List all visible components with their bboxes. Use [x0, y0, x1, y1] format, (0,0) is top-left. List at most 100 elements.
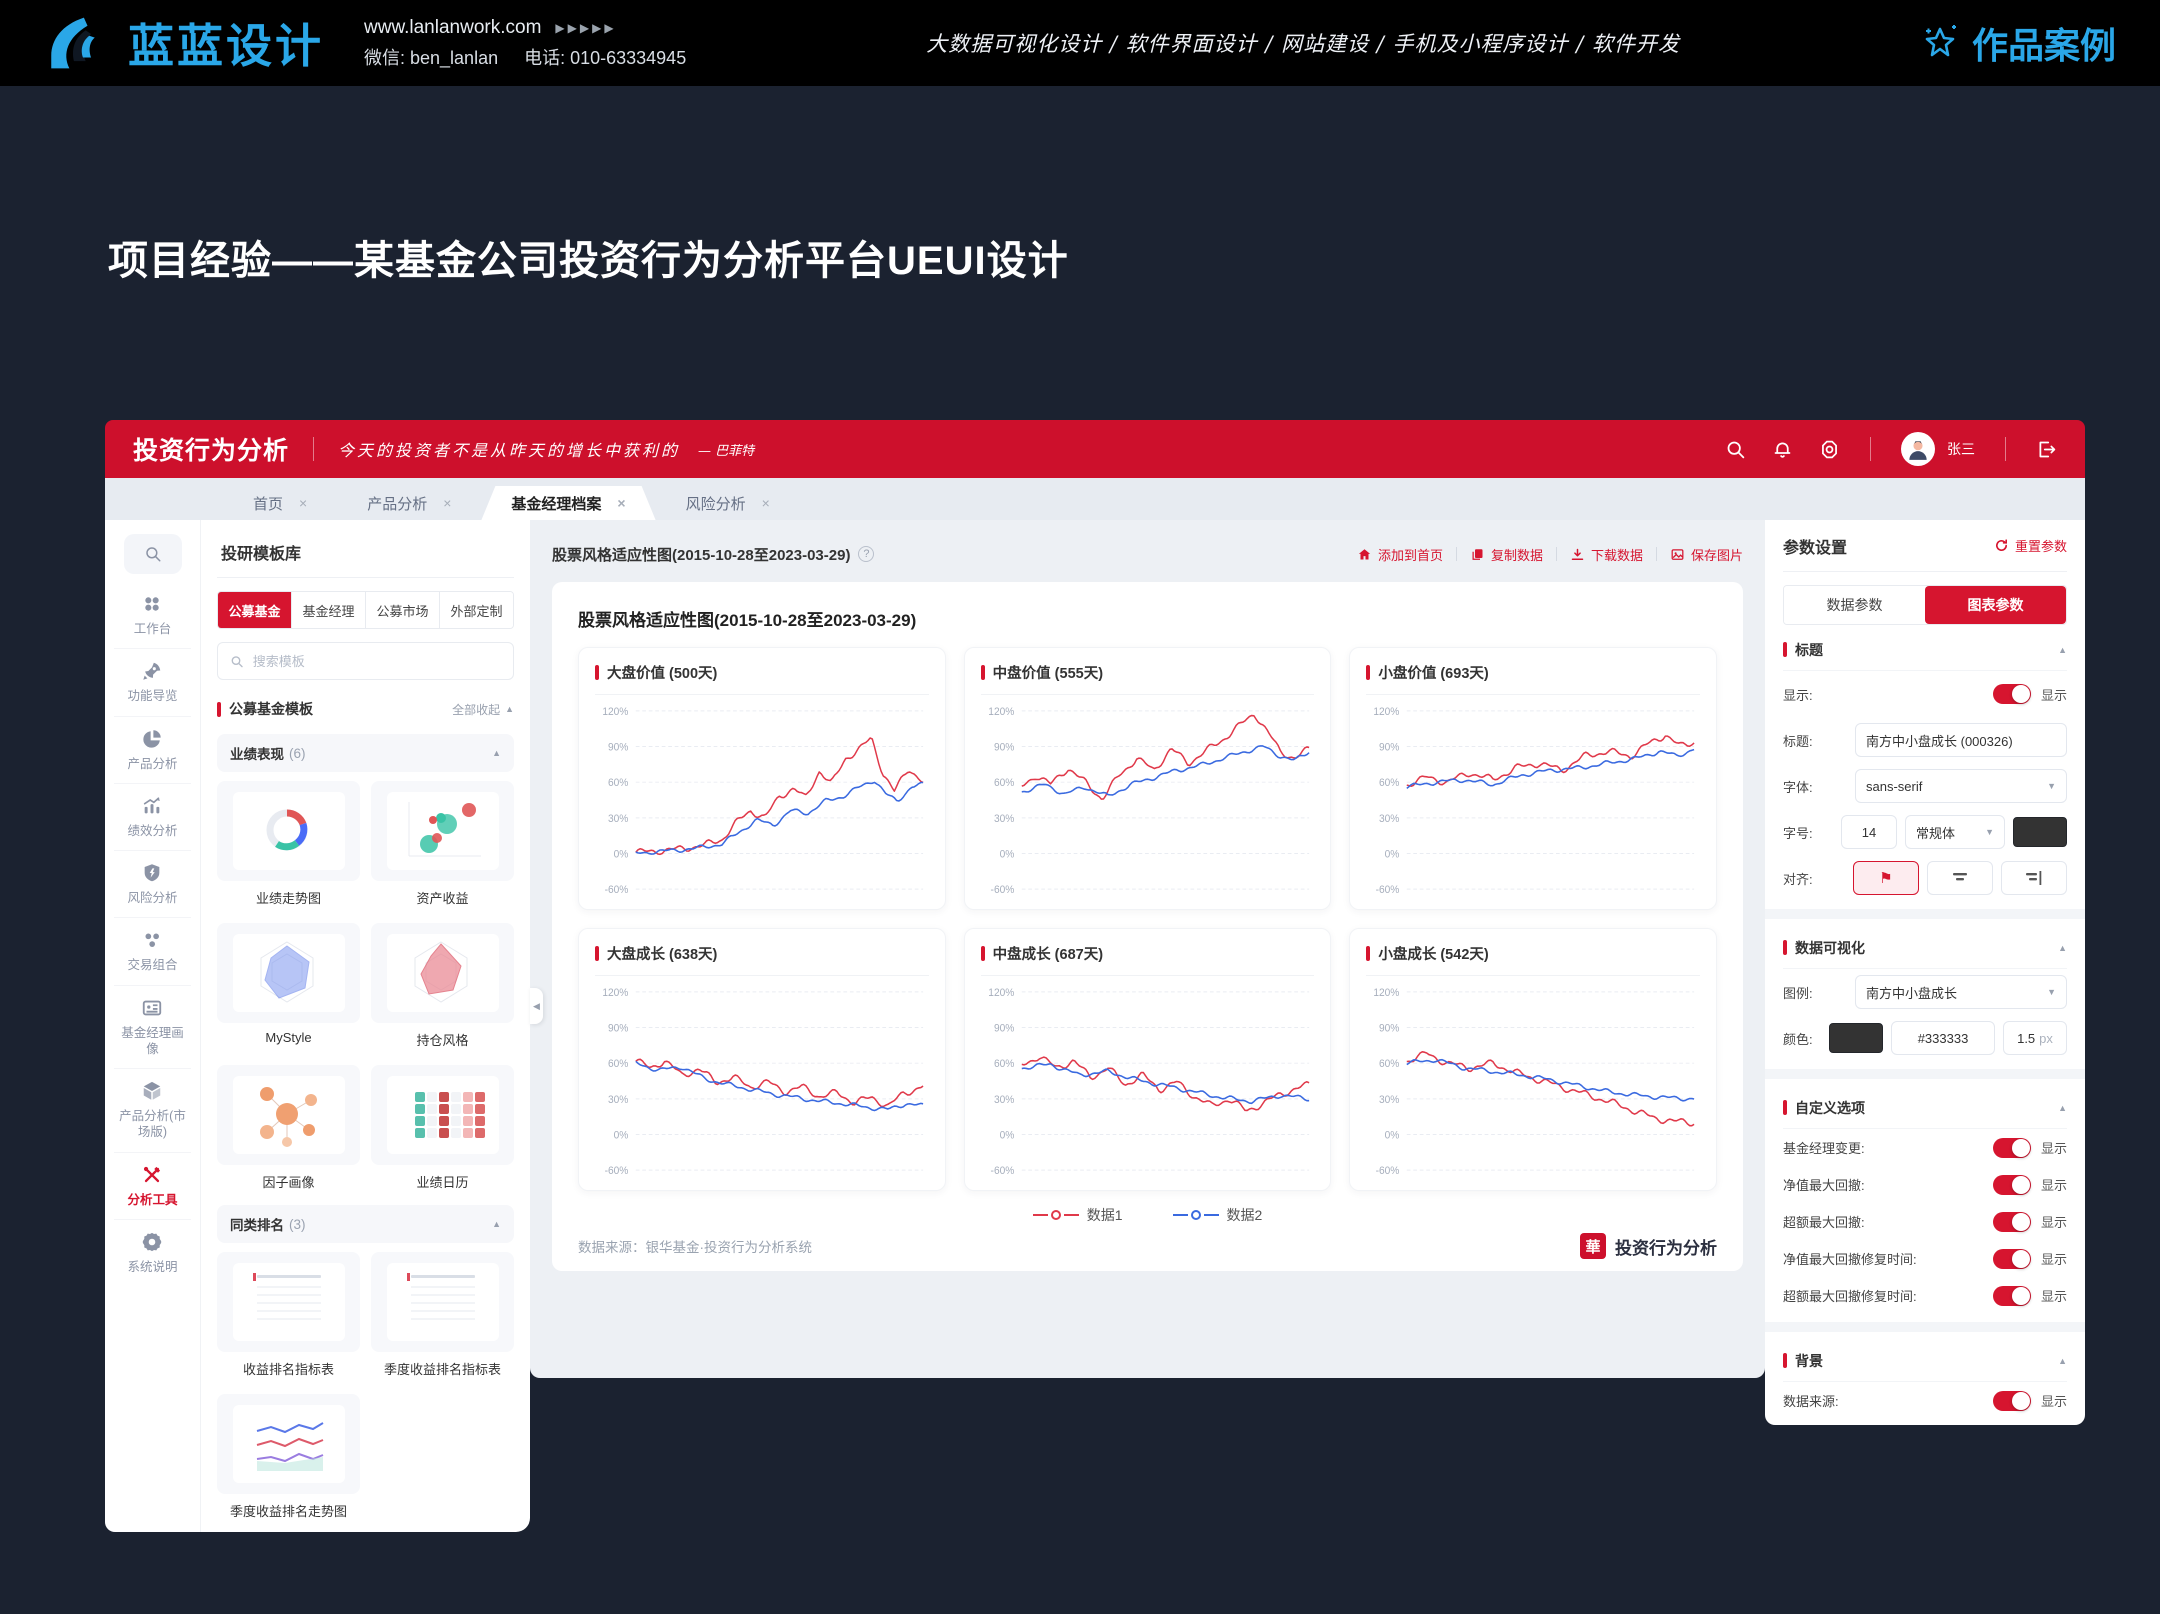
library-tab-外部定制[interactable]: 外部定制	[439, 592, 513, 628]
line-width-input[interactable]: 1.5 px	[2003, 1021, 2067, 1055]
tab-产品分析[interactable]: 产品分析 ×	[337, 486, 481, 520]
toggle-switch[interactable]	[1993, 1285, 2031, 1306]
params-section-数据可视化[interactable]: 数据可视化 ▲	[1783, 927, 2067, 969]
search-input[interactable]	[252, 653, 501, 669]
portfolio-link[interactable]: 作品案例	[1920, 17, 2116, 69]
template-thumb-业绩日历[interactable]: 业绩日历	[371, 1065, 514, 1196]
template-thumb-季度收益排名指标表[interactable]: 季度收益排名指标表	[371, 1252, 514, 1383]
font-weight-select[interactable]: 常规体 ▼	[1905, 815, 2005, 849]
reset-params-button[interactable]: 重置参数	[1994, 536, 2067, 555]
sidebar-item-分析工具[interactable]: 分析工具	[113, 1151, 192, 1219]
align-left-button[interactable]: ⚑	[1853, 861, 1919, 895]
template-thumb-资产收益[interactable]: 资产收益	[371, 781, 514, 912]
template-thumb-持仓风格[interactable]: 持仓风格	[371, 923, 514, 1054]
sidebar-item-工作台[interactable]: 工作台	[114, 582, 192, 648]
help-icon[interactable]: ?	[858, 546, 875, 562]
line-color-swatch[interactable]	[1829, 1023, 1883, 1053]
svg-text:90%: 90%	[608, 1022, 628, 1034]
mini-chart-header: 小盘成长 (542天)	[1366, 943, 1700, 964]
settings-gear-icon[interactable]	[1819, 439, 1840, 460]
text-input[interactable]	[1855, 723, 2067, 757]
action-复制数据[interactable]: 复制数据	[1470, 545, 1543, 564]
main-title: 股票风格适应性图(2015-10-28至2023-03-29)	[552, 546, 851, 564]
template-thumb-MyStyle[interactable]: MyStyle	[217, 923, 360, 1054]
sidebar-item-产品分析[interactable]: 产品分析	[113, 715, 192, 783]
divider	[980, 694, 1315, 695]
app-header-bar: 投资行为分析 今天的投资者不是从昨天的增长中获利的 — 巴菲特 张三	[105, 420, 2085, 478]
param-label: 颜色:	[1783, 1031, 1813, 1047]
tab-close-icon[interactable]: ×	[617, 495, 626, 511]
font-size-input[interactable]	[1841, 815, 1897, 849]
params-section-背景[interactable]: 背景 ▲	[1783, 1340, 2067, 1382]
mini-chart-title: 大盘成长 (638天)	[607, 947, 718, 963]
chevron-up-icon: ▲	[492, 748, 501, 758]
sidebar-item-产品分析(市场版)[interactable]: 产品分析(市场版)	[113, 1068, 192, 1152]
action-保存图片[interactable]: 保存图片	[1670, 545, 1743, 564]
tab-基金经理档案[interactable]: 基金经理档案 ×	[481, 486, 655, 520]
sidebar-item-交易组合[interactable]: 交易组合	[113, 917, 192, 984]
select-dropdown[interactable]: 南方中小盘成长 ▼	[1855, 975, 2067, 1009]
color-hex-input[interactable]	[1891, 1021, 1995, 1055]
chevron-down-icon: ▼	[2047, 781, 2056, 791]
sidebar-item-基金经理画像[interactable]: 基金经理画像	[113, 984, 192, 1069]
chevron-up-icon: ▲	[2058, 1102, 2067, 1113]
toggle-switch[interactable]	[1993, 1390, 2031, 1411]
params-tab-数据参数[interactable]: 数据参数	[1784, 586, 1925, 624]
align-right-button[interactable]	[2001, 861, 2067, 895]
shield-icon	[141, 862, 163, 884]
toggle-switch[interactable]	[1993, 1211, 2031, 1232]
toggle-switch[interactable]	[1993, 1137, 2031, 1158]
brand-contact-info: www.lanlanwork.com ▶▶▶▶▶ 微信: ben_lanlan …	[364, 17, 686, 70]
brand-url[interactable]: www.lanlanwork.com	[364, 16, 542, 38]
sidebar-item-功能导览[interactable]: 功能导览	[113, 648, 192, 715]
collapse-all-button[interactable]: 全部收起 ▲	[452, 702, 514, 717]
tab-close-icon[interactable]: ×	[299, 495, 308, 511]
library-tab-基金经理[interactable]: 基金经理	[291, 592, 365, 628]
tab-label: 产品分析	[367, 495, 428, 513]
template-thumb-因子画像[interactable]: 因子画像	[217, 1065, 360, 1196]
toggle-switch[interactable]	[1993, 1248, 2031, 1269]
svg-text:0%: 0%	[1385, 1129, 1400, 1141]
template-thumb-业绩走势图[interactable]: 业绩走势图	[217, 781, 360, 912]
mini-chart-header: 中盘价值 (555天)	[980, 662, 1315, 683]
align-center-button[interactable]	[1927, 861, 1993, 895]
search-icon[interactable]	[1725, 439, 1746, 460]
bell-icon[interactable]	[1772, 439, 1793, 460]
toggle-switch[interactable]	[1993, 1174, 2031, 1195]
svg-text:60%: 60%	[1379, 1058, 1399, 1070]
panel-collapse-handle[interactable]: ◀	[530, 988, 543, 1024]
chevron-down-icon: ▼	[1985, 827, 1994, 837]
tab-风险分析[interactable]: 风险分析 ×	[656, 486, 800, 520]
params-section-自定义选项[interactable]: 自定义选项 ▲	[1783, 1087, 2067, 1129]
user-name[interactable]: 张三	[1947, 441, 1975, 457]
template-thumb-季度收益排名走势图[interactable]: 季度收益排名走势图	[217, 1394, 360, 1525]
library-tab-公募基金[interactable]: 公募基金	[218, 592, 291, 628]
sidebar-item-绩效分析[interactable]: 绩效分析	[113, 782, 192, 850]
legend-item-数据2[interactable]: 数据2	[1172, 1205, 1262, 1225]
params-section-标题[interactable]: 标题 ▲	[1783, 629, 2067, 671]
toggle-switch[interactable]	[1993, 684, 2031, 704]
library-tab-公募市场[interactable]: 公募市场	[365, 592, 439, 628]
param-label: 对齐:	[1783, 871, 1813, 887]
mini-chart-header: 大盘成长 (638天)	[595, 943, 929, 964]
rail-search-button[interactable]	[123, 534, 182, 574]
tab-close-icon[interactable]: ×	[443, 495, 452, 511]
params-tab-图表参数[interactable]: 图表参数	[1925, 586, 2066, 624]
svg-text:30%: 30%	[994, 1094, 1014, 1106]
user-avatar[interactable]	[1901, 432, 1935, 466]
action-下载数据[interactable]: 下载数据	[1570, 545, 1643, 564]
template-thumb-收益排名指标表[interactable]: 收益排名指标表	[217, 1252, 360, 1383]
legend-item-数据1[interactable]: 数据1	[1032, 1205, 1123, 1225]
chart-legend: 数据1 数据2	[578, 1205, 1717, 1225]
action-添加到首页[interactable]: 添加到首页	[1357, 545, 1443, 564]
tab-首页[interactable]: 首页 ×	[223, 486, 337, 520]
logout-icon[interactable]	[2036, 439, 2057, 460]
template-search-box[interactable]	[217, 642, 514, 680]
select-dropdown[interactable]: sans-serif ▼	[1855, 769, 2067, 803]
sidebar-item-系统说明[interactable]: 系统说明	[113, 1218, 192, 1286]
font-color-swatch[interactable]	[2013, 817, 2067, 847]
group-header-业绩表现[interactable]: 业绩表现 (6) ▲	[217, 734, 514, 772]
group-header-同类排名[interactable]: 同类排名 (3) ▲	[217, 1205, 514, 1243]
sidebar-item-风险分析[interactable]: 风险分析	[113, 850, 192, 917]
tab-close-icon[interactable]: ×	[761, 495, 770, 511]
